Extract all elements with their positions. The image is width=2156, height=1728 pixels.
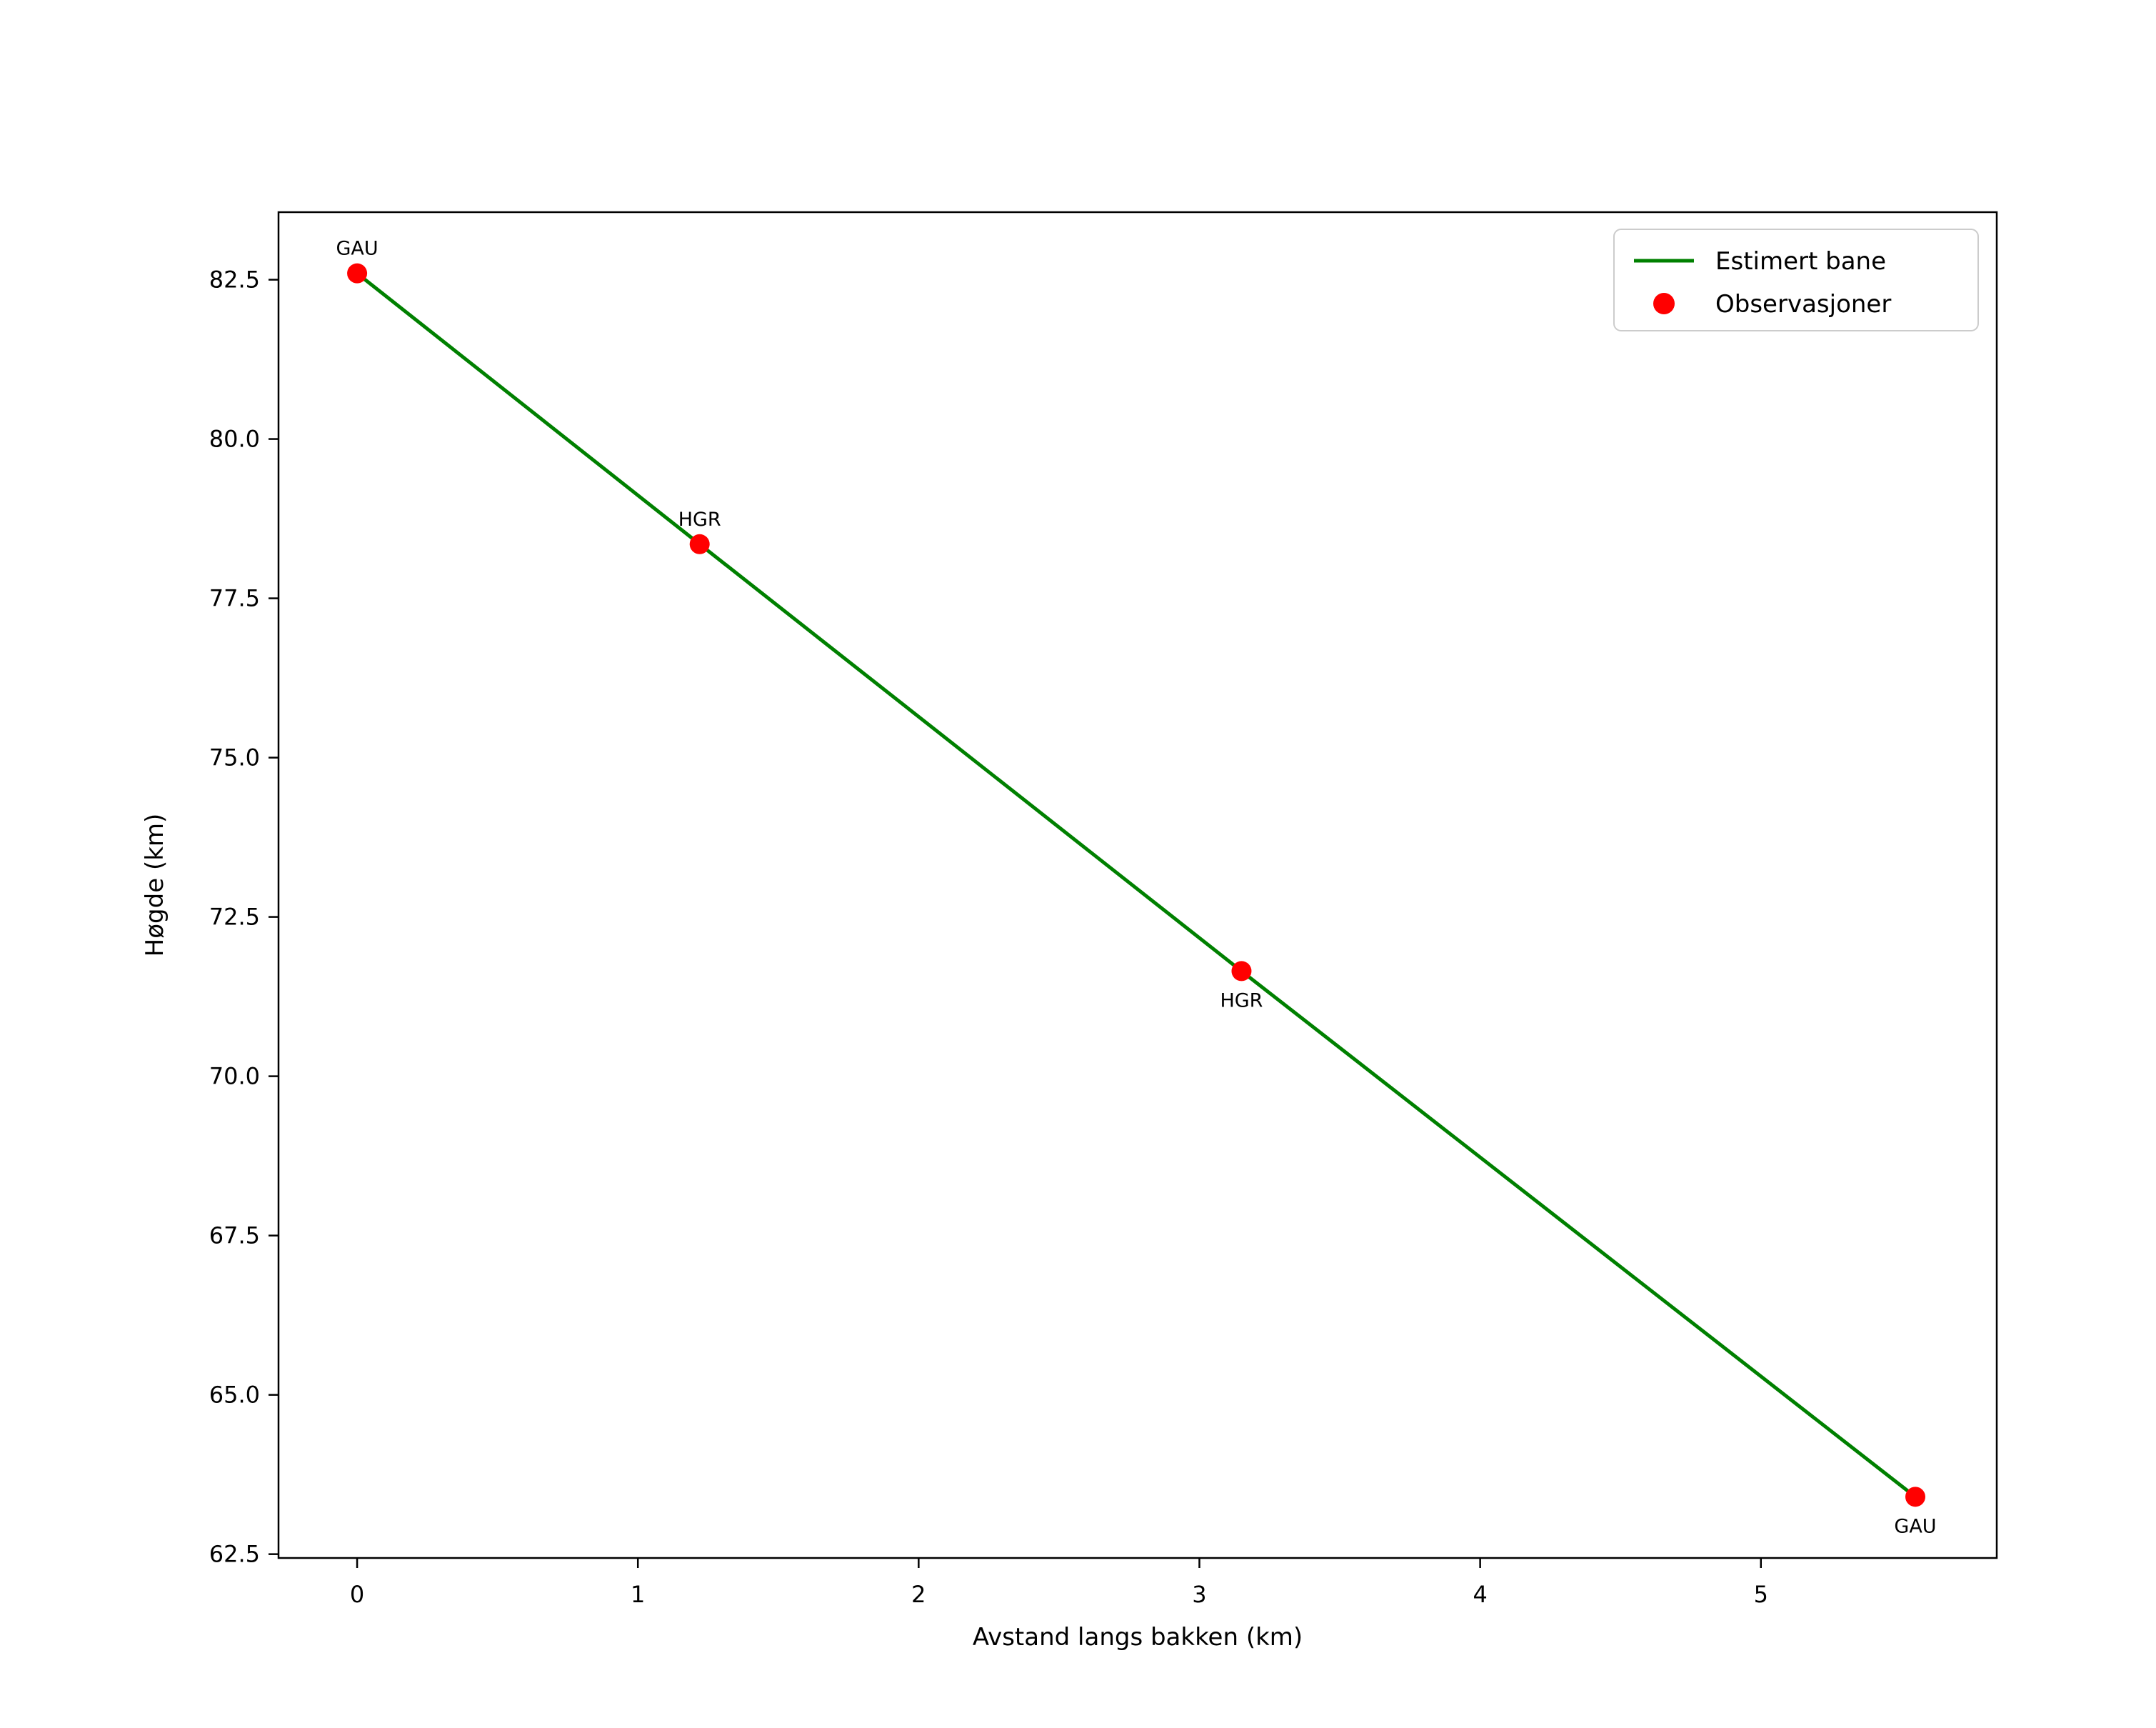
y-tick-label: 75.0 bbox=[209, 744, 260, 771]
legend-box bbox=[1613, 229, 1979, 331]
observation-point bbox=[1231, 961, 1252, 982]
y-tick-label: 80.0 bbox=[209, 426, 260, 453]
y-tick-label: 77.5 bbox=[209, 585, 260, 612]
x-tick-label: 1 bbox=[631, 1581, 645, 1608]
x-tick-label: 5 bbox=[1754, 1581, 1768, 1608]
legend-label: Observasjoner bbox=[1715, 290, 1891, 319]
legend-dot-sample bbox=[1653, 293, 1675, 314]
x-axis-label: Avstand langs bakken (km) bbox=[973, 1623, 1303, 1652]
legend: Estimert bane Observasjoner bbox=[1613, 229, 1979, 331]
estimated-trajectory-line bbox=[355, 271, 1917, 1499]
y-tick-label: 70.0 bbox=[209, 1063, 260, 1090]
observation-point bbox=[689, 534, 710, 554]
y-axis-label: Høgde (km) bbox=[141, 814, 169, 957]
y-tick-label: 82.5 bbox=[209, 266, 260, 294]
observation-label: GAU bbox=[1894, 1515, 1936, 1537]
x-tick-label: 0 bbox=[350, 1581, 364, 1608]
observation-point bbox=[1905, 1487, 1925, 1507]
observation-point bbox=[347, 263, 368, 284]
observation-label: HGR bbox=[678, 509, 721, 531]
x-tick-label: 2 bbox=[911, 1581, 926, 1608]
axes: 0 1 2 3 4 5 62.5 65.0 67.5 70.0 72.5 75.0 77.5 80.0 82… bbox=[141, 211, 1998, 1652]
legend-label: Estimert bane bbox=[1715, 247, 1886, 276]
y-tick-label: 62.5 bbox=[209, 1541, 260, 1568]
y-tick-label: 72.5 bbox=[209, 904, 260, 931]
x-tick-label: 4 bbox=[1473, 1581, 1487, 1608]
observation-label: GAU bbox=[336, 238, 378, 260]
y-tick-label: 67.5 bbox=[209, 1222, 260, 1249]
observation-label: HGR bbox=[1220, 989, 1263, 1012]
x-tick-label: 3 bbox=[1192, 1581, 1206, 1608]
y-tick-label: 65.0 bbox=[209, 1382, 260, 1409]
plot-frame bbox=[277, 211, 1998, 1559]
